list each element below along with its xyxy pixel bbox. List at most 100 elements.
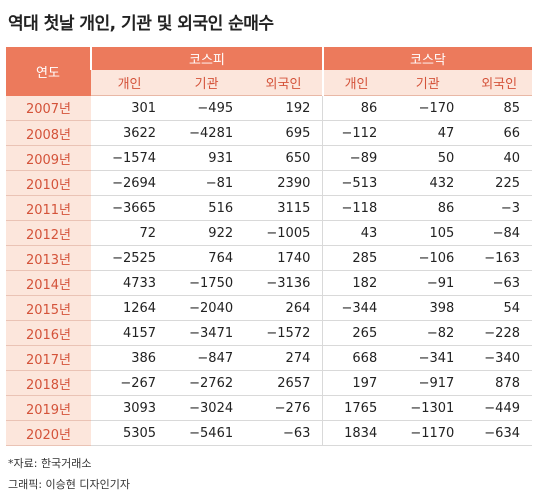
value-cell: 86 — [389, 195, 467, 221]
value-cell: 192 — [245, 95, 323, 121]
year-header: 연도 — [6, 47, 91, 96]
value-cell: −170 — [389, 95, 467, 121]
year-cell: 2010년 — [6, 170, 91, 196]
value-cell: −63 — [466, 270, 532, 296]
year-cell: 2014년 — [6, 270, 91, 296]
column-header: 개인 — [91, 70, 169, 96]
value-cell: −340 — [466, 345, 532, 371]
value-cell: −3024 — [168, 395, 246, 421]
value-cell: 225 — [466, 170, 532, 196]
value-cell: 40 — [466, 145, 532, 171]
value-cell: −163 — [466, 245, 532, 271]
value-cell: 931 — [168, 145, 246, 171]
value-cell: 764 — [168, 245, 246, 271]
table-row: 2016년 4157 −3471 −1572 265 −82 −228 — [6, 320, 532, 346]
year-cell: 2009년 — [6, 145, 91, 171]
year-cell: 2020년 — [6, 420, 91, 446]
value-cell: 386 — [91, 345, 169, 371]
value-cell: −81 — [168, 170, 246, 196]
year-cell: 2011년 — [6, 195, 91, 221]
value-cell: 43 — [322, 220, 390, 246]
value-cell: −4281 — [168, 120, 246, 146]
title: 역대 첫날 개인, 기관 및 외국인 순매수 — [8, 14, 274, 34]
value-cell: −267 — [91, 370, 169, 396]
value-cell: −2525 — [91, 245, 169, 271]
table-row: 2008년 3622 −4281 695 −112 47 66 — [6, 120, 532, 146]
year-cell: 2019년 — [6, 395, 91, 421]
value-cell: 3622 — [91, 120, 169, 146]
value-cell: 72 — [91, 220, 169, 246]
year-cell: 2012년 — [6, 220, 91, 246]
value-cell: −3665 — [91, 195, 169, 221]
value-cell: −276 — [245, 395, 323, 421]
table-row: 2015년 1264 −2040 264 −344 398 54 — [6, 295, 532, 321]
value-cell: −118 — [322, 195, 390, 221]
value-cell: 264 — [245, 295, 323, 321]
value-cell: −2694 — [91, 170, 169, 196]
value-cell: 1834 — [322, 420, 390, 446]
value-cell: −63 — [245, 420, 323, 446]
value-cell: −2762 — [168, 370, 246, 396]
value-cell: 197 — [322, 370, 390, 396]
value-cell: −2040 — [168, 295, 246, 321]
table-row: 2018년 −267 −2762 2657 197 −917 878 — [6, 370, 532, 396]
value-cell: 4733 — [91, 270, 169, 296]
value-cell: 668 — [322, 345, 390, 371]
value-cell: 54 — [466, 295, 532, 321]
value-cell: 105 — [389, 220, 467, 246]
value-cell: −495 — [168, 95, 246, 121]
value-cell: 66 — [466, 120, 532, 146]
credit: 그래픽: 이승현 디자인기자 — [8, 478, 131, 491]
value-cell: 274 — [245, 345, 323, 371]
value-cell: 285 — [322, 245, 390, 271]
year-cell: 2017년 — [6, 345, 91, 371]
value-cell: 85 — [466, 95, 532, 121]
value-cell: 3115 — [245, 195, 323, 221]
value-cell: −228 — [466, 320, 532, 346]
value-cell: 1765 — [322, 395, 390, 421]
table-row: 2010년 −2694 −81 2390 −513 432 225 — [6, 170, 532, 196]
value-cell: 47 — [389, 120, 467, 146]
value-cell: −341 — [389, 345, 467, 371]
value-cell: −513 — [322, 170, 390, 196]
value-cell: 3093 — [91, 395, 169, 421]
source: *자료: 한국거래소 — [8, 457, 92, 470]
value-cell: 86 — [322, 95, 390, 121]
value-cell: 398 — [389, 295, 467, 321]
value-cell: −1170 — [389, 420, 467, 446]
table-row: 2014년 4733 −1750 −3136 182 −91 −63 — [6, 270, 532, 296]
value-cell: −344 — [322, 295, 390, 321]
value-cell: −917 — [389, 370, 467, 396]
value-cell: −1574 — [91, 145, 169, 171]
value-cell: 1264 — [91, 295, 169, 321]
value-cell: 301 — [91, 95, 169, 121]
table-row: 2009년 −1574 931 650 −89 50 40 — [6, 145, 532, 171]
year-cell: 2015년 — [6, 295, 91, 321]
year-cell: 2013년 — [6, 245, 91, 271]
value-cell: 2657 — [245, 370, 323, 396]
table-row: 2007년 301 −495 192 86 −170 85 — [6, 95, 532, 121]
value-cell: −3471 — [168, 320, 246, 346]
value-cell: −1005 — [245, 220, 323, 246]
year-cell: 2018년 — [6, 370, 91, 396]
value-cell: 265 — [322, 320, 390, 346]
table-row: 2011년 −3665 516 3115 −118 86 −3 — [6, 195, 532, 221]
table: 연도 코스피 코스닥 개인 기관 외국인 개인 기관 외국인 2007년 301 −495 19… — [6, 47, 532, 446]
value-cell: −89 — [322, 145, 390, 171]
value-cell: 182 — [322, 270, 390, 296]
value-cell: 516 — [168, 195, 246, 221]
column-header: 외국인 — [466, 70, 532, 96]
value-cell: −1572 — [245, 320, 323, 346]
year-cell: 2007년 — [6, 95, 91, 121]
year-cell: 2008년 — [6, 120, 91, 146]
column-header: 외국인 — [245, 70, 323, 96]
value-cell: 922 — [168, 220, 246, 246]
value-cell: −1301 — [389, 395, 467, 421]
table-row: 2013년 −2525 764 1740 285 −106 −163 — [6, 245, 532, 271]
value-cell: −112 — [322, 120, 390, 146]
value-cell: −91 — [389, 270, 467, 296]
value-cell: 4157 — [91, 320, 169, 346]
value-cell: 50 — [389, 145, 467, 171]
table-row: 2019년 3093 −3024 −276 1765 −1301 −449 — [6, 395, 532, 421]
value-cell: −84 — [466, 220, 532, 246]
